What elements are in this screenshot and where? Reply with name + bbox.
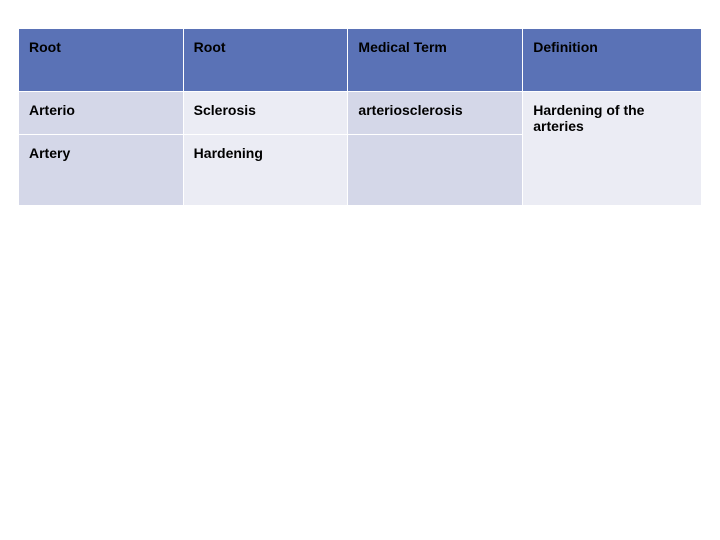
header-cell-definition: Definition (523, 29, 702, 92)
header-cell-root-2: Root (183, 29, 348, 92)
cell-root1-r2: Artery (19, 135, 184, 206)
header-cell-medical-term: Medical Term (348, 29, 523, 92)
cell-root2-r1: Sclerosis (183, 92, 348, 135)
cell-def-r1: Hardening of the arteries (523, 92, 702, 206)
medical-term-table: Root Root Medical Term Definition Arteri… (18, 28, 702, 206)
table-header-row: Root Root Medical Term Definition (19, 29, 702, 92)
header-cell-root-1: Root (19, 29, 184, 92)
table-row: Arterio Sclerosis arteriosclerosis Harde… (19, 92, 702, 135)
cell-term-r2 (348, 135, 523, 206)
cell-root1-r1: Arterio (19, 92, 184, 135)
cell-root2-r2: Hardening (183, 135, 348, 206)
cell-term-r1: arteriosclerosis (348, 92, 523, 135)
